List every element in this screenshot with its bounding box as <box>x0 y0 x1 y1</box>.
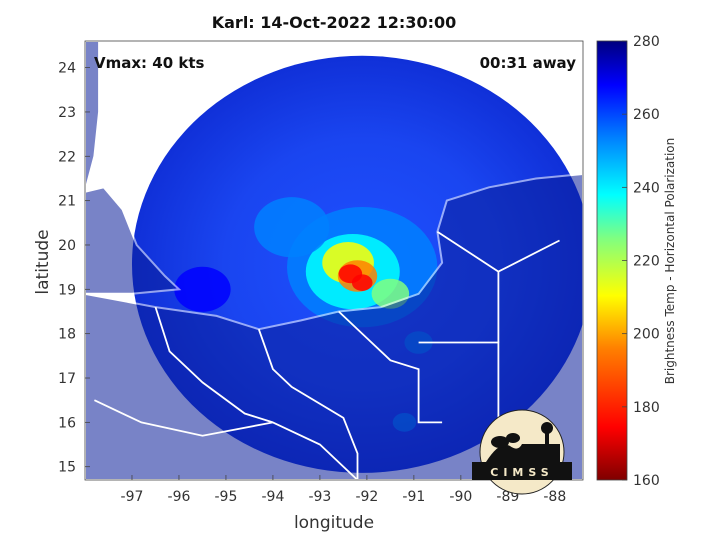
border-line <box>338 310 443 424</box>
colorbar-tick-label: 240 <box>633 180 660 196</box>
y-tick-label: 15 <box>58 460 76 476</box>
brightness-feature <box>351 274 373 291</box>
x-axis-label: longitude <box>294 513 374 533</box>
colorbar-tick-label: 220 <box>633 254 660 270</box>
border-line <box>94 399 359 480</box>
colorbar: 160 180 200 220 240 260 280 Brightness Temp - … <box>596 34 677 489</box>
y-tick-label: 23 <box>58 105 76 121</box>
logo-text: CIMSS <box>490 466 553 479</box>
time-away-annotation: 00:31 away <box>480 54 577 72</box>
x-tick-label: -95 <box>215 489 238 505</box>
x-tick-label: -92 <box>355 489 378 505</box>
colorbar-tick-label: 260 <box>633 107 660 123</box>
x-tick-label: -88 <box>543 489 566 505</box>
x-tick-label: -91 <box>402 489 425 505</box>
y-tick-label: 22 <box>58 149 76 165</box>
y-axis-ticks: 15 16 17 18 19 20 21 22 23 24 <box>58 61 90 476</box>
y-tick-label: 24 <box>58 61 76 77</box>
x-tick-label: -94 <box>261 489 284 505</box>
colorbar-tick-label: 280 <box>633 34 660 50</box>
y-tick-label: 18 <box>58 327 76 343</box>
land-mass <box>85 172 583 480</box>
plot-area: -97 -96 -95 -94 -93 -92 -91 -90 -89 -88 151617181… <box>58 40 584 505</box>
y-axis-label: latitude <box>33 229 53 294</box>
colorbar-ticks: 160 180 200 220 240 260 280 <box>622 34 660 489</box>
y-tick-label: 17 <box>58 371 76 387</box>
land-mass <box>85 41 101 193</box>
vmax-annotation: Vmax: 40 kts <box>94 54 204 72</box>
coastline-layer <box>85 41 583 480</box>
colorbar-tick-label: 180 <box>633 400 660 416</box>
x-tick-label: -93 <box>308 489 331 505</box>
border-line <box>257 328 359 480</box>
brightness-feature <box>254 197 330 258</box>
x-tick-label: -96 <box>168 489 191 505</box>
x-tick-label: -90 <box>449 489 472 505</box>
y-tick-label: 21 <box>58 194 76 210</box>
colorbar-label: Brightness Temp - Horizontal Polarizatio… <box>663 138 677 385</box>
border-line <box>497 239 560 273</box>
y-tick-label: 19 <box>58 282 76 298</box>
chart-title: Karl: 14-Oct-2022 12:30:00 <box>212 13 457 32</box>
y-tick-label: 20 <box>58 238 76 254</box>
border-line <box>154 306 274 424</box>
colorbar-tick-label: 200 <box>633 327 660 343</box>
x-tick-label: -97 <box>121 489 144 505</box>
colorbar-tick-label: 160 <box>633 473 660 489</box>
land-mass <box>85 186 182 295</box>
cimss-logo: CIMSS <box>472 409 572 495</box>
brightness-feature <box>174 266 231 312</box>
plot-frame <box>84 40 584 481</box>
y-tick-label: 16 <box>58 415 76 431</box>
